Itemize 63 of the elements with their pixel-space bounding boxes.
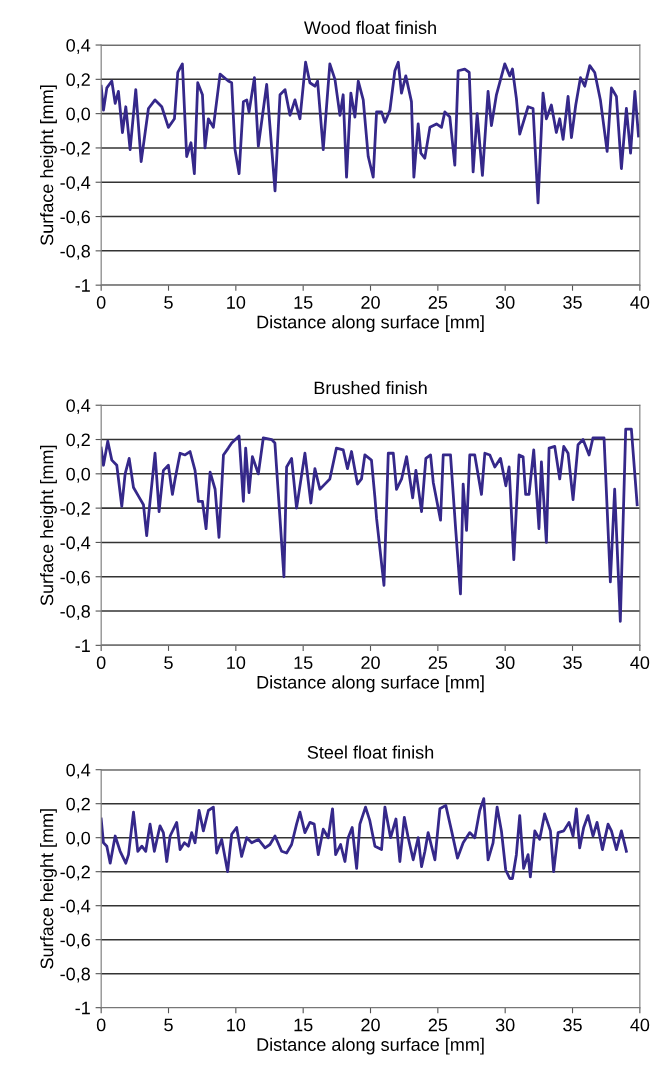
y-tick-label: -0,6 (60, 570, 90, 586)
x-tick-label: 10 (227, 656, 246, 670)
y-tick-label: -0,2 (60, 141, 90, 157)
line-series (101, 60, 640, 205)
x-tick-label: 35 (563, 1018, 582, 1032)
x-tick-label: 40 (630, 656, 650, 670)
y-tick-label: 0,0 (66, 831, 91, 847)
x-tick-label: 35 (563, 656, 582, 670)
x-tick-label: 40 (630, 296, 650, 309)
y-tick-label: -0,2 (60, 865, 90, 881)
y-tick-label: -0,4 (60, 899, 91, 915)
x-axis-title: Distance along surface [mm] (257, 315, 484, 333)
x-tick-label: 40 (630, 1018, 650, 1032)
y-axis-title: Surface height [mm] (40, 809, 57, 969)
x-tick-label: 15 (294, 1018, 313, 1032)
x-tick-label: 15 (294, 296, 313, 309)
x-tick-label: 0 (96, 1018, 106, 1032)
x-tick-label: 35 (563, 296, 582, 309)
y-axis-title: Surface height [mm] (40, 85, 57, 246)
x-tick-label: 5 (164, 296, 173, 309)
y-tick-label: 0,4 (66, 399, 91, 415)
x-tick-label: 20 (361, 1018, 380, 1032)
x-tick-label: 0 (96, 296, 106, 309)
chart-title: Brushed finish (314, 381, 427, 395)
x-tick-label: 20 (361, 296, 380, 309)
y-tick-label: -0,4 (60, 536, 91, 552)
y-tick-label: -0,6 (60, 933, 90, 949)
y-tick-label: -0,4 (60, 176, 91, 192)
y-tick-label: 0,2 (66, 797, 90, 813)
y-tick-label: 0,4 (66, 763, 91, 779)
line-series (101, 797, 628, 880)
x-axis-title: Distance along surface [mm] (257, 1037, 484, 1055)
y-tick-label: -0,6 (60, 210, 90, 226)
x-axis-title: Distance along surface [mm] (257, 675, 484, 693)
y-tick-label: -0,2 (60, 502, 90, 517)
x-tick-label: 30 (495, 656, 515, 670)
y-tick-label: -1 (75, 279, 90, 292)
x-tick-label: 5 (164, 1018, 173, 1032)
chart-title: Steel float finish (307, 745, 434, 759)
x-tick-label: 25 (428, 656, 448, 670)
y-tick-label: 0,0 (66, 107, 91, 123)
y-tick-label: 0,2 (66, 73, 90, 89)
x-tick-label: 10 (227, 296, 246, 309)
line-series (101, 427, 639, 623)
y-tick-label: 0,2 (66, 433, 90, 449)
x-tick-label: 0 (96, 656, 106, 670)
y-tick-label: -0,8 (60, 967, 90, 983)
y-tick-label: 0,4 (66, 38, 91, 54)
y-axis-title: Surface height [mm] (40, 445, 57, 606)
x-tick-label: 5 (164, 656, 173, 670)
y-tick-label: -1 (75, 639, 90, 652)
x-tick-label: 30 (495, 1018, 515, 1032)
x-tick-label: 25 (428, 296, 448, 309)
x-tick-label: 10 (227, 1018, 246, 1032)
x-tick-label: 25 (428, 1018, 448, 1032)
x-tick-label: 20 (361, 656, 380, 670)
x-tick-label: 30 (495, 296, 515, 309)
y-tick-label: 0,0 (66, 467, 91, 483)
y-tick-label: -1 (75, 1001, 90, 1015)
chart-title: Wood float finish (304, 20, 436, 35)
x-tick-label: 15 (294, 656, 313, 670)
y-tick-label: -0,8 (60, 244, 90, 260)
y-tick-label: -0,8 (60, 604, 90, 620)
